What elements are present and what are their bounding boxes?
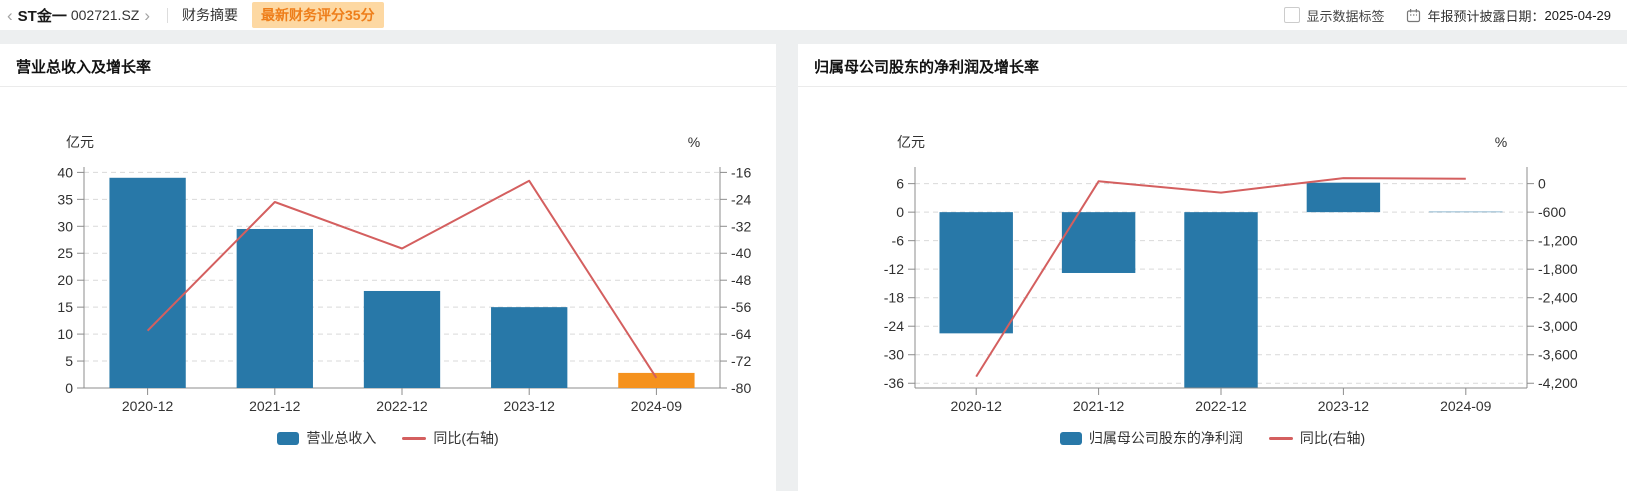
legend-item-bar[interactable]: 营业总收入 xyxy=(277,428,376,448)
left-tick-label: 0 xyxy=(65,380,73,396)
net-profit-growth-chart: 6 0 -6 -12 -18 -24 -30 -36 0 -600 -1,200 -1,800 -2,4… xyxy=(884,134,1578,414)
x-axis-label: 2020-12 xyxy=(122,398,174,414)
x-axis-label: 2024-09 xyxy=(631,398,683,414)
left-tick-label: 40 xyxy=(57,164,73,180)
x-axis-label: 2022-12 xyxy=(376,398,428,414)
right-tick-label: -3,600 xyxy=(1538,347,1578,363)
legend-item-line[interactable]: 同比(右轴) xyxy=(402,428,499,448)
left-tick-label: 30 xyxy=(57,218,73,234)
right-tick-label: -72 xyxy=(731,353,751,369)
legend-item-bar[interactable]: 归属母公司股东的净利润 xyxy=(1059,428,1243,448)
x-axis-label: 2020-12 xyxy=(951,398,1003,414)
left-tick-label: 35 xyxy=(57,191,73,207)
legend-label: 归属母公司股东的净利润 xyxy=(1088,430,1243,446)
chevron-right-icon[interactable]: › xyxy=(144,5,151,25)
right-tick-label: -1,200 xyxy=(1538,233,1578,249)
left-tick-label: 6 xyxy=(896,176,904,192)
right-tick-label: 0 xyxy=(1538,176,1546,192)
bar[interactable] xyxy=(1184,212,1258,388)
right-tick-label: -3,000 xyxy=(1538,318,1578,334)
bar[interactable] xyxy=(236,228,313,388)
bar[interactable] xyxy=(491,307,568,388)
right-tick-label: -16 xyxy=(731,164,751,180)
right-tick-label: -2,400 xyxy=(1538,290,1578,306)
financial-score-badge[interactable]: 最新财务评分35分 xyxy=(252,2,384,28)
net-profit-chart-legend: 归属母公司股东的净利润 同比(右轴) xyxy=(798,428,1627,448)
report-date-value: 2025-04-29 xyxy=(1544,7,1612,23)
right-tick-label: -40 xyxy=(731,245,751,261)
left-tick-label: -12 xyxy=(884,261,904,277)
revenue-growth-chart: 40 35 30 25 20 15 10 5 0 -16 -24 -32 -40 -48 -56 -64 -72… xyxy=(57,134,751,414)
left-axis-unit: 亿元 xyxy=(897,134,925,150)
tab-financial-summary[interactable]: 财务摘要 xyxy=(182,7,239,23)
x-axis-label: 2021-12 xyxy=(1073,398,1125,414)
right-tick-label: -4,200 xyxy=(1538,375,1578,391)
left-tick-label: 15 xyxy=(57,299,73,315)
legend-label: 同比(右轴) xyxy=(1299,430,1366,446)
right-tick-label: -600 xyxy=(1538,204,1566,220)
bar-swatch xyxy=(1059,431,1082,445)
line-swatch xyxy=(1268,436,1293,440)
revenue-chart-title: 营业总收入及增长率 xyxy=(0,44,776,87)
left-tick-label: 0 xyxy=(896,204,904,220)
right-tick-label: -24 xyxy=(731,191,751,207)
right-tick-label: -80 xyxy=(731,380,751,396)
legend-label: 营业总收入 xyxy=(306,430,377,446)
legend-item-line[interactable]: 同比(右轴) xyxy=(1268,428,1366,448)
right-tick-label: -48 xyxy=(731,272,751,288)
right-axis-unit: % xyxy=(1495,134,1507,150)
bar-swatch xyxy=(277,431,300,445)
right-tick-label: -1,800 xyxy=(1538,261,1578,277)
show-data-labels-label: 显示数据标签 xyxy=(1306,8,1385,24)
right-axis-unit: % xyxy=(688,134,700,150)
calendar-icon xyxy=(1406,8,1421,23)
bar[interactable] xyxy=(363,290,441,388)
line-swatch xyxy=(402,436,427,440)
left-tick-label: -18 xyxy=(884,290,904,306)
stock-code: 002721.SZ xyxy=(70,7,140,23)
x-axis-label: 2023-12 xyxy=(504,398,556,414)
left-tick-label: -30 xyxy=(884,347,904,363)
show-data-labels-group: 显示数据标签 xyxy=(1284,6,1384,25)
bar[interactable] xyxy=(939,212,1013,334)
growth-line xyxy=(975,177,1466,378)
legend-label: 同比(右轴) xyxy=(433,430,499,446)
right-tick-label: -64 xyxy=(731,326,751,342)
bar[interactable] xyxy=(109,177,186,388)
x-axis-label: 2024-09 xyxy=(1440,398,1492,414)
left-tick-label: -24 xyxy=(884,318,904,334)
bar[interactable] xyxy=(1429,211,1503,213)
divider xyxy=(167,7,169,23)
bar[interactable] xyxy=(1061,212,1136,273)
left-tick-label: -36 xyxy=(884,375,904,391)
x-axis-label: 2023-12 xyxy=(1318,398,1370,414)
charts-row: 营业总收入及增长率 40 35 30 25 20 15 10 5 0 -16 -24 -32 -40 -4… xyxy=(0,44,1627,491)
revenue-chart-legend: 营业总收入 同比(右轴) xyxy=(0,428,776,448)
left-tick-label: 25 xyxy=(57,245,73,261)
topbar: ‹ ST金一 002721.SZ › 财务摘要 最新财务评分35分 显示数据标签… xyxy=(0,0,1627,30)
net-profit-chart-title: 归属母公司股东的净利润及增长率 xyxy=(798,44,1627,87)
chevron-left-icon[interactable]: ‹ xyxy=(7,5,13,25)
left-tick-label: 5 xyxy=(65,353,73,369)
bar[interactable] xyxy=(1306,182,1381,213)
revenue-chart-card: 营业总收入及增长率 40 35 30 25 20 15 10 5 0 -16 -24 -32 -40 -4… xyxy=(0,44,776,491)
right-tick-label: -32 xyxy=(731,218,751,234)
x-axis-label: 2022-12 xyxy=(1195,398,1247,414)
bar[interactable] xyxy=(618,372,695,388)
report-date-label: 年报预计披露日期： xyxy=(1427,8,1545,24)
show-data-labels-checkbox[interactable] xyxy=(1284,7,1301,23)
net-profit-chart-card: 归属母公司股东的净利润及增长率 6 0 -6 -12 -18 -24 -30 -36 0 -600… xyxy=(798,44,1627,491)
report-date-group: 年报预计披露日期： 2025-04-29 xyxy=(1406,6,1611,25)
stock-name: ST金一 xyxy=(17,7,67,25)
left-tick-label: 20 xyxy=(57,272,73,288)
left-tick-label: 10 xyxy=(57,326,73,342)
growth-line xyxy=(146,179,658,379)
right-tick-label: -56 xyxy=(731,299,751,315)
x-axis-label: 2021-12 xyxy=(249,398,301,414)
left-axis-unit: 亿元 xyxy=(66,134,94,150)
left-tick-label: -6 xyxy=(892,233,905,249)
